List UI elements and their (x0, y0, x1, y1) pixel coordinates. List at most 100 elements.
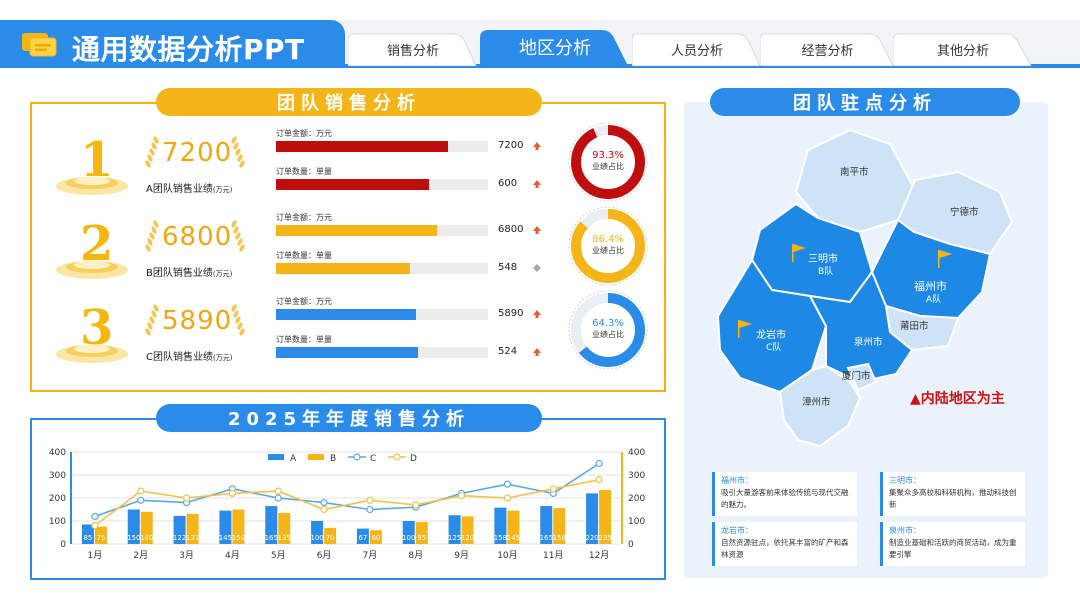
x-tick-label: 12月 (589, 550, 609, 561)
x-tick-label: 11月 (543, 550, 563, 561)
point-C (595, 459, 603, 468)
bar-A (356, 528, 369, 544)
bar-data-label: 100 (402, 534, 415, 542)
y-right-tick-label: 200 (628, 494, 645, 504)
share-text: 64.3% 业绩占比 (576, 318, 640, 340)
city-label-xiamen: 厦门市 (842, 371, 871, 382)
legend-label: B (330, 454, 336, 464)
metric-label: 订单数量：单量 (276, 335, 332, 344)
info-card-fuzhou: 福州市： 吸引大量游客前来体验传统与现代交融的魅力。 (712, 472, 857, 516)
bar-data-label: 135 (278, 534, 291, 542)
metric-bar (276, 179, 488, 190)
tab-staff[interactable]: 人员分析 (632, 32, 762, 66)
metric-label: 订单数量：单量 (276, 251, 332, 260)
region-zhangzhou[interactable] (778, 364, 862, 448)
chat-bubble-icon (22, 33, 57, 57)
tab-other[interactable]: 其他分析 (893, 32, 1033, 66)
y-right-tick-label: 300 (628, 471, 645, 481)
point-D (320, 505, 328, 514)
bar-data-label: 67 (358, 534, 367, 542)
line-D (94, 478, 600, 527)
region-xiamen[interactable] (846, 362, 878, 392)
point-D (503, 494, 512, 502)
point-D (366, 496, 374, 504)
metric-bar (276, 141, 488, 152)
city-label-quanzhou: 泉州市 (854, 337, 883, 348)
rank-number: 2 (80, 216, 114, 272)
share-percent: 64.3% (592, 318, 624, 329)
x-tick-label: 10月 (497, 550, 517, 561)
bar-A (586, 493, 599, 544)
metric-value: 5890 (498, 308, 524, 319)
metric-value: 524 (498, 346, 518, 357)
bar-data-label: 145 (507, 534, 520, 542)
bar-data-label: 158 (494, 534, 507, 542)
team-sales-value: 7200 (162, 138, 233, 168)
fujian-map (716, 128, 1014, 448)
city-label-fuzhou: 福州市 (914, 280, 947, 293)
section-title-team-sales: 团队销售分析 (156, 88, 542, 116)
tab-label: 经营分析 (801, 43, 854, 59)
rank-number: 1 (80, 132, 114, 188)
team-label-c: C队 (766, 343, 782, 353)
bar-data-label: 85 (83, 534, 92, 542)
laurel-icon (145, 136, 245, 168)
tab-region[interactable]: 地区分析 (480, 28, 630, 66)
team-sales-value: 5890 (162, 306, 233, 336)
bar-data-label: 156 (553, 534, 567, 542)
tab-label: 人员分析 (670, 43, 723, 59)
region-longyan[interactable] (716, 258, 828, 394)
x-tick-label: 9月 (454, 550, 469, 561)
bar-B (461, 516, 474, 544)
info-card-desc: 吸引大量游客前来体验传统与现代交融的魅力。 (721, 488, 849, 509)
bar-A (402, 521, 415, 544)
team-label-unit: (万元) (212, 354, 233, 362)
legend-label: A (290, 454, 297, 464)
metric-bar-fill (276, 141, 448, 152)
point-D (137, 487, 145, 495)
trend-up-icon (533, 310, 541, 318)
tab-label: 销售分析 (386, 43, 439, 59)
point-D (228, 489, 237, 498)
y-right-tick-label: 100 (628, 517, 645, 527)
team-label-unit: (万元) (212, 186, 233, 194)
bar-data-label: 220 (585, 534, 598, 542)
share-percent: 86.4% (592, 234, 624, 245)
share-donut (568, 122, 648, 202)
tab-sales[interactable]: 销售分析 (348, 32, 478, 66)
info-card-title: 龙岩市： (721, 526, 753, 535)
tab-operation[interactable]: 经营分析 (760, 32, 895, 66)
bar-A (494, 507, 507, 544)
region-quanzhou[interactable] (808, 269, 914, 384)
y-left-tick-label: 0 (60, 540, 66, 550)
bar-B (369, 530, 382, 544)
share-label: 业绩占比 (592, 330, 624, 339)
trend-up-icon (533, 180, 541, 188)
podium-icon (56, 345, 128, 363)
bar-data-label: 165 (265, 534, 278, 542)
point-D (595, 475, 603, 484)
team-label-text: C团队销售业绩 (146, 352, 213, 363)
team-label-b: B队 (818, 267, 834, 277)
tab-shape-active (480, 30, 628, 66)
tab-shape (632, 33, 761, 66)
bar-data-label: 70 (326, 534, 335, 542)
bar-data-label: 165 (540, 534, 553, 542)
bar-B (415, 522, 428, 544)
team-label-unit: (万元) (212, 270, 233, 278)
bar-A (173, 515, 186, 544)
tab-label: 其他分析 (936, 43, 989, 59)
x-tick-label: 7月 (363, 550, 378, 561)
podium-icon (56, 261, 128, 279)
flag-icon (792, 244, 806, 262)
metric-bar-fill (276, 225, 438, 236)
bar-B (140, 511, 153, 544)
metric-value: 600 (498, 178, 518, 189)
bar-A (311, 521, 324, 544)
metric-bar-fill (276, 263, 410, 274)
info-card-quanzhou: 泉州市： 制造业基础和活跃的商贸活动，成为重要引擎 (880, 522, 1025, 566)
info-card-desc: 自然资源驻点，依托其丰富的矿产和森林资源 (721, 538, 849, 559)
y-left-tick-label: 200 (49, 494, 66, 504)
info-card-desc: 集聚众多高校和科研机构，推动科技创新 (889, 488, 1017, 509)
